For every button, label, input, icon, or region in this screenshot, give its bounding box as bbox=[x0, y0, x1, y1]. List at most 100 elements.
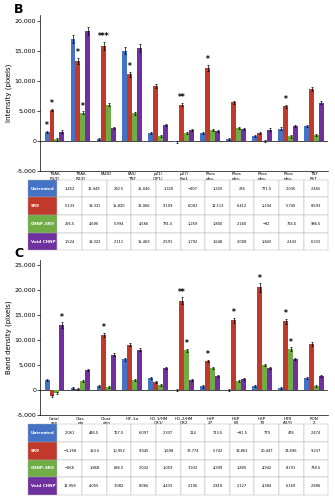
Bar bbox=[153, 382, 158, 390]
Bar bbox=[293, 359, 298, 390]
Bar bbox=[107, 105, 111, 140]
Bar bbox=[96, 386, 102, 390]
Bar bbox=[215, 131, 220, 140]
Bar bbox=[293, 126, 298, 140]
Bar bbox=[102, 46, 107, 140]
Bar bbox=[184, 350, 189, 390]
Bar bbox=[71, 40, 75, 140]
Text: *: * bbox=[284, 309, 287, 318]
Bar bbox=[231, 102, 236, 141]
Bar bbox=[137, 350, 142, 390]
Text: *: * bbox=[206, 56, 210, 64]
Bar bbox=[200, 386, 205, 390]
Text: *: * bbox=[60, 312, 64, 322]
Bar bbox=[226, 139, 231, 140]
Text: *: * bbox=[185, 339, 189, 348]
Bar bbox=[102, 335, 107, 390]
Text: B: B bbox=[14, 2, 24, 16]
Bar bbox=[319, 103, 324, 141]
Bar bbox=[319, 376, 324, 390]
Bar bbox=[189, 130, 194, 140]
Bar bbox=[257, 133, 262, 140]
Bar bbox=[59, 325, 64, 390]
Bar bbox=[252, 386, 257, 390]
Bar bbox=[163, 368, 168, 390]
Bar bbox=[314, 135, 319, 140]
Bar bbox=[50, 110, 55, 140]
Bar bbox=[127, 344, 132, 390]
Bar bbox=[148, 378, 153, 390]
Bar bbox=[278, 128, 283, 140]
Bar bbox=[288, 136, 293, 140]
Bar bbox=[123, 360, 127, 390]
Bar bbox=[278, 388, 283, 390]
Text: *: * bbox=[258, 274, 262, 282]
Y-axis label: Band density (pixels): Band density (pixels) bbox=[5, 300, 12, 374]
Bar bbox=[75, 61, 80, 140]
Bar bbox=[127, 74, 132, 140]
Bar bbox=[210, 130, 215, 140]
Bar bbox=[158, 136, 163, 140]
Bar bbox=[184, 133, 189, 140]
Text: *: * bbox=[232, 308, 236, 317]
Bar bbox=[314, 386, 319, 390]
Bar bbox=[288, 349, 293, 390]
Bar bbox=[189, 380, 194, 390]
Bar bbox=[45, 380, 50, 390]
Bar bbox=[148, 133, 153, 140]
Bar bbox=[262, 366, 267, 390]
Bar bbox=[205, 68, 210, 140]
Text: *: * bbox=[284, 95, 287, 104]
Bar bbox=[107, 386, 111, 390]
Bar bbox=[132, 380, 137, 390]
Bar bbox=[85, 370, 90, 390]
Bar bbox=[50, 390, 55, 396]
Text: *: * bbox=[50, 99, 54, 108]
Bar bbox=[59, 132, 64, 140]
Text: *: * bbox=[76, 48, 80, 57]
Bar bbox=[267, 368, 272, 390]
Bar bbox=[153, 86, 158, 141]
Bar bbox=[309, 90, 314, 140]
Bar bbox=[304, 378, 309, 390]
Bar bbox=[257, 288, 262, 390]
Text: *: * bbox=[288, 338, 292, 346]
Bar bbox=[111, 128, 116, 140]
Text: *: * bbox=[206, 350, 210, 360]
Bar bbox=[123, 50, 127, 140]
Bar bbox=[137, 48, 142, 140]
Bar bbox=[252, 136, 257, 140]
Bar bbox=[236, 128, 241, 140]
Bar bbox=[80, 380, 85, 390]
Bar bbox=[283, 322, 288, 390]
Bar bbox=[175, 140, 179, 142]
Text: *: * bbox=[102, 323, 106, 332]
Bar bbox=[55, 390, 59, 394]
Text: *: * bbox=[81, 102, 85, 110]
Bar bbox=[96, 139, 102, 140]
Bar bbox=[71, 388, 75, 390]
Bar bbox=[205, 361, 210, 390]
Bar bbox=[236, 381, 241, 390]
Bar bbox=[241, 128, 246, 140]
Bar bbox=[179, 105, 184, 140]
Y-axis label: Intensity (pixels): Intensity (pixels) bbox=[5, 64, 12, 122]
Bar bbox=[85, 31, 90, 140]
Text: **: ** bbox=[178, 94, 186, 102]
Bar bbox=[309, 344, 314, 390]
Bar bbox=[267, 130, 272, 140]
Bar bbox=[231, 320, 236, 390]
Bar bbox=[210, 368, 215, 390]
Bar bbox=[215, 376, 220, 390]
Text: *: * bbox=[128, 62, 132, 71]
Text: ***: *** bbox=[98, 32, 110, 42]
Bar bbox=[241, 380, 246, 390]
Bar bbox=[163, 125, 168, 140]
Text: C: C bbox=[14, 247, 23, 260]
Bar bbox=[200, 133, 205, 140]
Text: *: * bbox=[45, 121, 49, 130]
Bar bbox=[179, 301, 184, 390]
Bar bbox=[283, 106, 288, 140]
Bar bbox=[132, 114, 137, 140]
Bar bbox=[80, 112, 85, 140]
